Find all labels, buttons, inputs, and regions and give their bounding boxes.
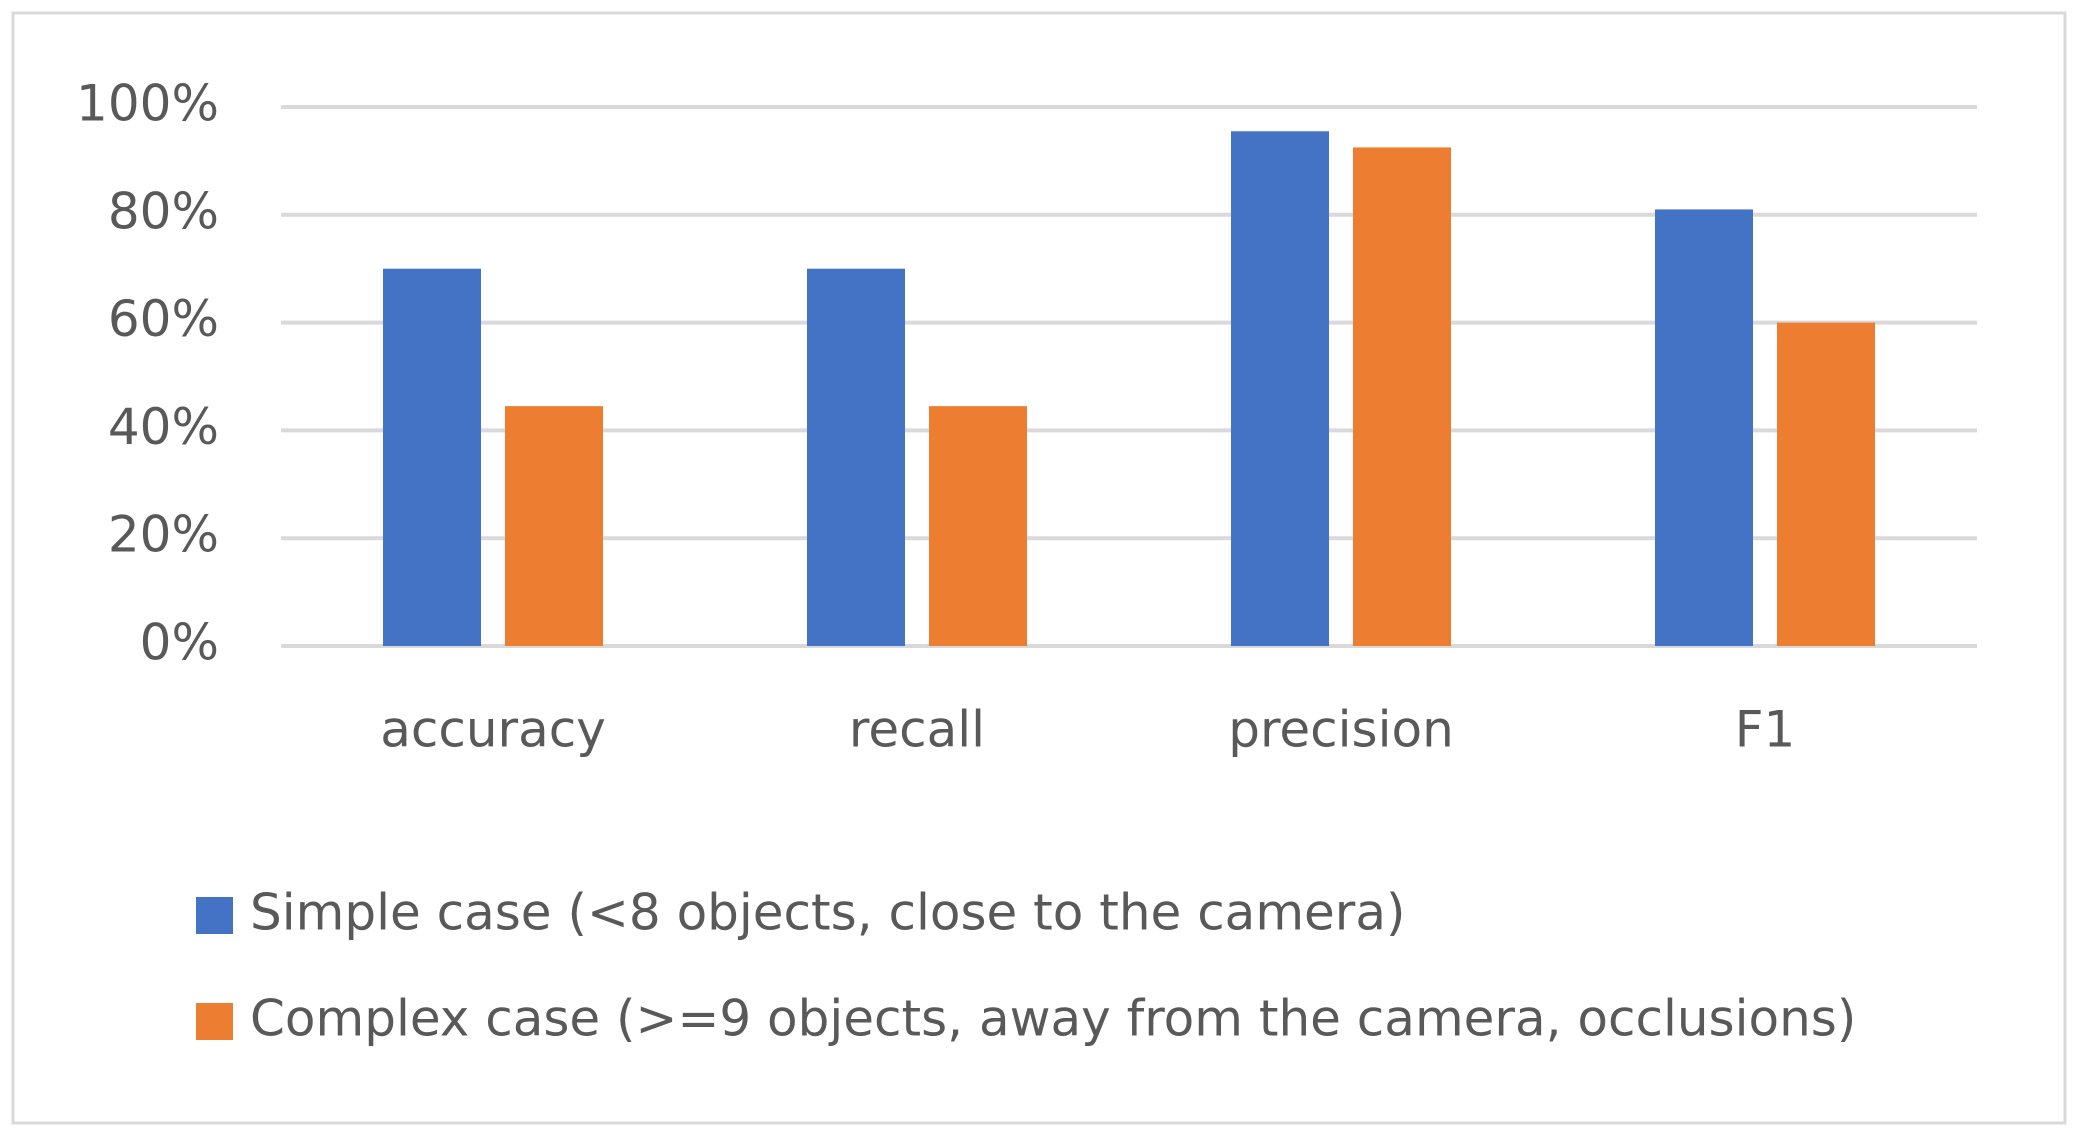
x-tick-label: F1: [1735, 701, 1796, 759]
x-tick-label: accuracy: [380, 701, 606, 759]
bar: [1655, 209, 1753, 646]
bar: [807, 268, 905, 646]
y-tick-label: 0%: [140, 614, 219, 672]
legend-label: Simple case (<8 objects, close to the ca…: [250, 884, 1406, 942]
legend-label: Complex case (>=9 objects, away from the…: [250, 990, 1856, 1048]
x-tick-label: precision: [1228, 701, 1454, 759]
bar: [1777, 322, 1875, 646]
y-tick-label: 60%: [108, 290, 219, 348]
bar: [505, 406, 603, 646]
y-tick-label: 100%: [76, 75, 219, 133]
bar: [383, 268, 481, 646]
y-tick-label: 80%: [108, 182, 219, 240]
chart-border: [11, 11, 2067, 1125]
y-tick-label: 40%: [108, 398, 219, 456]
legend-swatch: [196, 1003, 233, 1040]
bar: [929, 406, 1027, 646]
legend-swatch: [196, 897, 233, 934]
y-tick-label: 20%: [108, 506, 219, 564]
bar: [1231, 131, 1329, 646]
bar: [1353, 147, 1451, 647]
x-tick-label: recall: [849, 701, 985, 759]
